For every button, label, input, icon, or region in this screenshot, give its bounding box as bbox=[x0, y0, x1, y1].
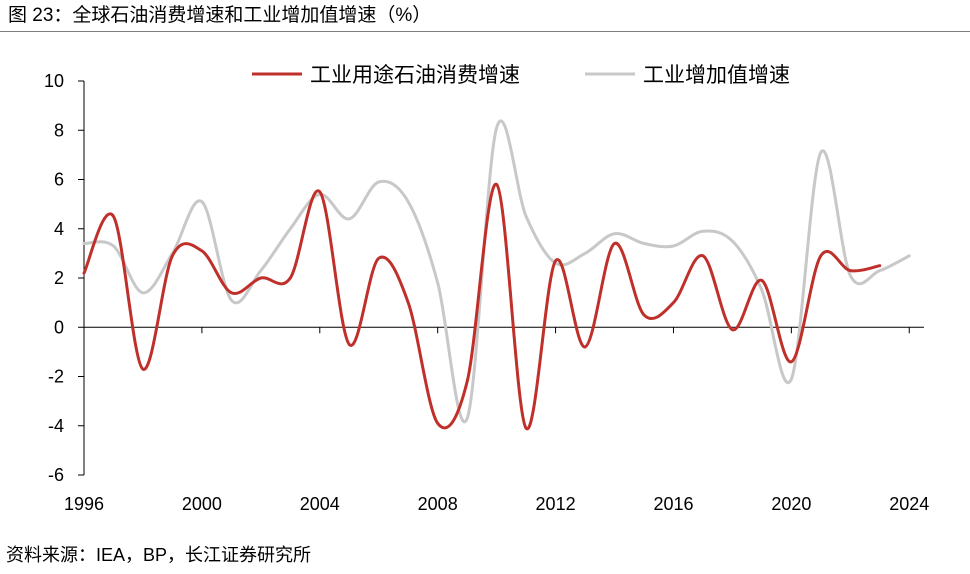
x-tick-label: 2016 bbox=[653, 494, 693, 514]
series-line-industrial-value-added bbox=[82, 119, 911, 424]
source-note: 资料来源：IEA，BP，长江证券研究所 bbox=[6, 545, 312, 565]
x-tick-label: 2024 bbox=[889, 494, 929, 514]
y-tick-label: 4 bbox=[54, 219, 64, 239]
legend-item-industrial-oil-label: 工业用途石油消费增速 bbox=[310, 64, 520, 87]
line-chart: -6 -4 -2 0 2 4 6 8 10 1996 2000 2004 2008 2012 2016 202… bbox=[44, 64, 929, 514]
y-tick-label: 2 bbox=[54, 268, 64, 288]
axes: -6 -4 -2 0 2 4 6 8 10 1996 2000 2004 2008 2012 2016 202… bbox=[44, 71, 929, 514]
legend-item-industrial-value-added-label: 工业增加值增速 bbox=[643, 64, 790, 87]
y-tick-label: 0 bbox=[54, 317, 64, 337]
y-tick-label: 10 bbox=[44, 71, 64, 91]
x-tick-label: 2012 bbox=[536, 494, 576, 514]
series-lines bbox=[82, 119, 911, 430]
legend: 工业用途石油消费增速 工业增加值增速 bbox=[252, 64, 790, 87]
y-tick-label: 6 bbox=[54, 170, 64, 190]
y-tick-label: -6 bbox=[48, 465, 64, 485]
x-tick-label: 2020 bbox=[771, 494, 811, 514]
x-tick-label: 2008 bbox=[418, 494, 458, 514]
y-tick-label: -2 bbox=[48, 367, 64, 387]
y-tick-label: -4 bbox=[48, 416, 64, 436]
figure-title: 图 23：全球石油消费增速和工业增加值增速（%） bbox=[8, 5, 432, 26]
title-divider bbox=[0, 31, 970, 32]
series-line-industrial-oil bbox=[82, 182, 882, 430]
x-tick-label: 2004 bbox=[300, 494, 340, 514]
x-tick-label: 2000 bbox=[182, 494, 222, 514]
y-tick-label: 8 bbox=[54, 120, 64, 140]
x-tick-label: 1996 bbox=[64, 494, 104, 514]
